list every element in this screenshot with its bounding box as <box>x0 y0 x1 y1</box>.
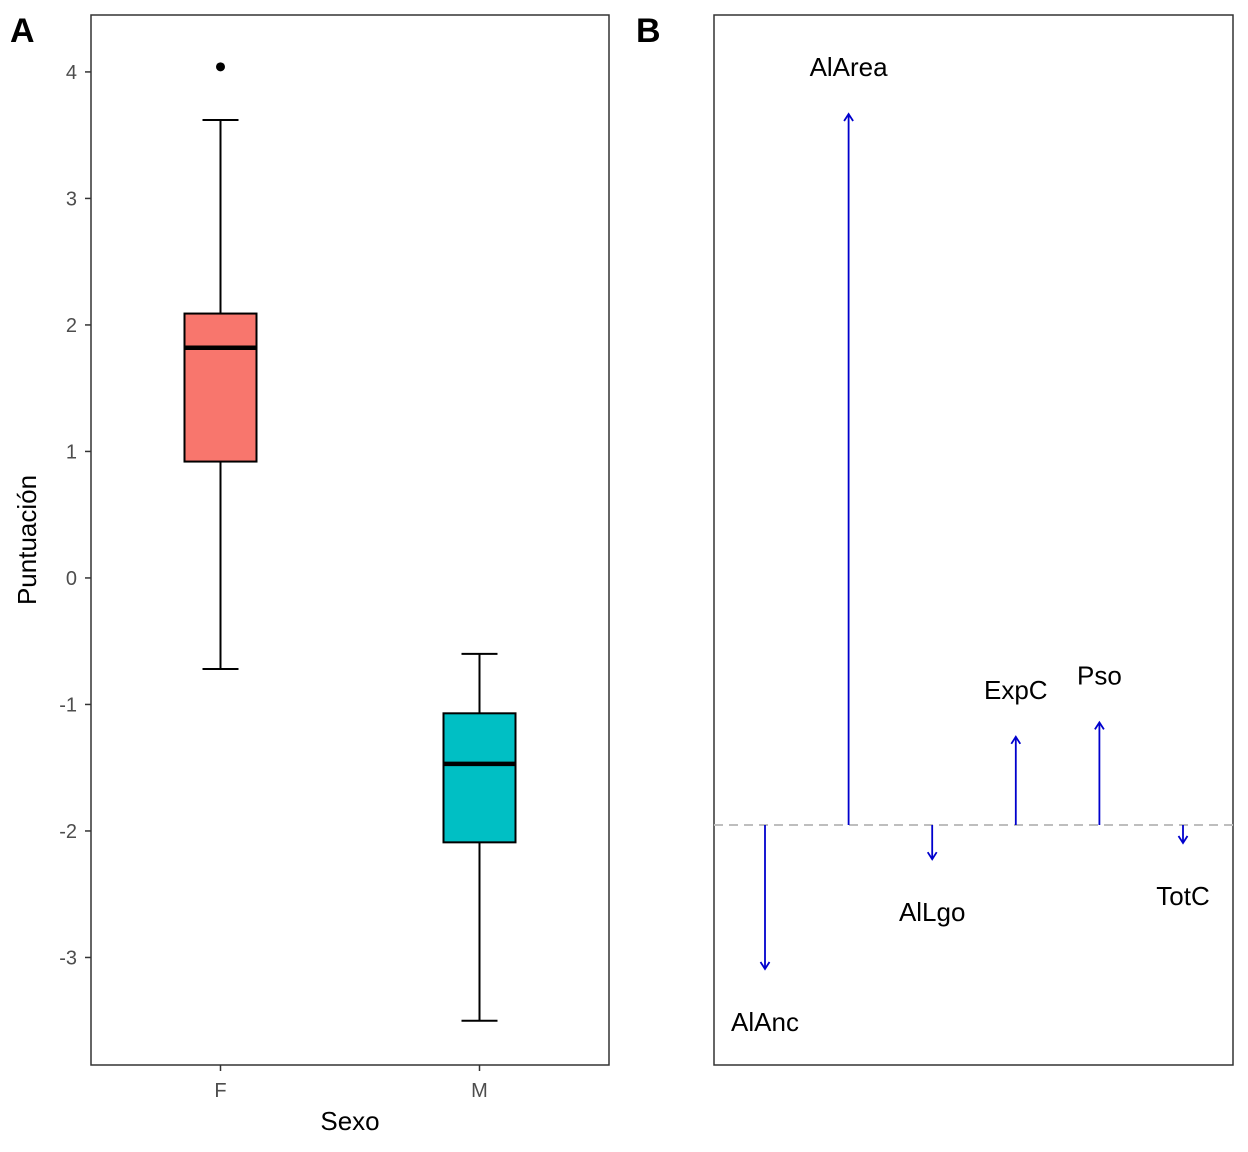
panel-a-y-axis: -3 -2 -1 0 1 2 3 4 <box>59 62 91 969</box>
arrow-pso: Pso <box>1077 660 1122 825</box>
variable-label: Pso <box>1077 660 1122 690</box>
x-tick-label: F <box>214 1080 226 1102</box>
panel-a-tag: A <box>10 12 35 50</box>
y-tick-label: 2 <box>66 315 77 337</box>
panel-a-boxes <box>183 62 517 1022</box>
variable-label: TotC <box>1156 881 1209 911</box>
y-tick-label: 4 <box>66 62 77 84</box>
arrow-head <box>1094 720 1105 730</box>
y-tick-label: -1 <box>59 694 77 716</box>
box-M <box>442 652 517 1022</box>
x-tick-label: M <box>471 1080 488 1102</box>
outlier-point <box>216 62 225 72</box>
variable-label: AlArea <box>810 52 889 82</box>
variable-label: AlLgo <box>899 897 966 927</box>
arrow-head <box>759 961 771 971</box>
arrow-head <box>926 851 938 861</box>
arrow-head <box>1177 835 1189 845</box>
arrow-alarea: AlArea <box>810 52 889 825</box>
variable-label: ExpC <box>984 675 1048 705</box>
y-tick-label: 3 <box>66 188 77 210</box>
variable-label: AlAnc <box>731 1007 799 1037</box>
x-axis-title: Sexo <box>320 1106 379 1136</box>
y-tick-label: -3 <box>59 947 77 969</box>
arrow-totc: TotC <box>1156 825 1210 911</box>
box-iqr <box>442 712 517 844</box>
arrow-head <box>1010 735 1022 745</box>
panel-b-tag: B <box>636 12 661 50</box>
panel-b: B AlAnc AlArea AlLgo ExpC Pso TotC <box>636 12 1234 1066</box>
y-tick-label: 0 <box>66 568 77 590</box>
y-tick-label: -2 <box>59 821 77 843</box>
arrow-alanc: AlAnc <box>731 825 799 1037</box>
panel-a-frame <box>90 14 610 1066</box>
panel-b-arrows: AlAnc AlArea AlLgo ExpC Pso TotC <box>731 52 1210 1037</box>
y-axis-title: Puntuación <box>12 475 42 605</box>
arrow-head <box>843 112 854 122</box>
arrow-expc: ExpC <box>984 675 1048 825</box>
box-iqr <box>183 312 258 463</box>
arrow-allgo: AlLgo <box>899 825 966 927</box>
box-F <box>183 62 258 671</box>
y-tick-label: 1 <box>66 441 77 463</box>
panel-b-frame <box>713 14 1234 1066</box>
